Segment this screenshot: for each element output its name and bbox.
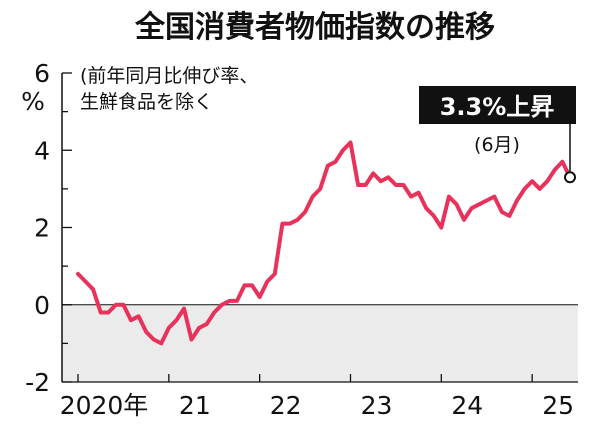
x-tick-label: 22 <box>270 391 302 420</box>
y-tick-label: -2 <box>25 368 50 397</box>
x-tick-label: 21 <box>179 391 211 420</box>
x-tick-label: 25 <box>542 391 574 420</box>
note-line-1: (前年同月比伸び率、 <box>80 65 258 87</box>
callout: 3.3%上昇 (6月) <box>419 86 576 172</box>
note-line-2: 生鮮食品を除く <box>80 91 213 113</box>
axes <box>61 72 578 383</box>
y-tick-label: 6 <box>34 59 50 88</box>
chart-title: 全国消費者物価指数の推移 <box>134 10 495 45</box>
negative-region-band <box>62 304 578 382</box>
callout-box <box>419 86 576 124</box>
y-axis-unit: % <box>21 87 45 116</box>
y-tick-label: 2 <box>34 214 50 243</box>
y-tick-label: 0 <box>34 291 50 320</box>
callout-value: 3.3%上昇 <box>440 93 555 121</box>
x-tick-label: 23 <box>361 391 393 420</box>
y-axis-ticks: -2 0 2 4 6 <box>25 59 50 397</box>
latest-point-marker <box>564 171 576 184</box>
x-tick-label: 2020年 <box>60 391 149 420</box>
callout-month: (6月) <box>474 134 520 156</box>
series-line <box>76 140 572 346</box>
x-axis-ticks: 2020年 21 22 23 24 25 <box>60 391 574 420</box>
y-tick-label: 4 <box>34 136 50 165</box>
x-tick-label: 24 <box>451 391 483 420</box>
series-layer <box>76 140 576 346</box>
